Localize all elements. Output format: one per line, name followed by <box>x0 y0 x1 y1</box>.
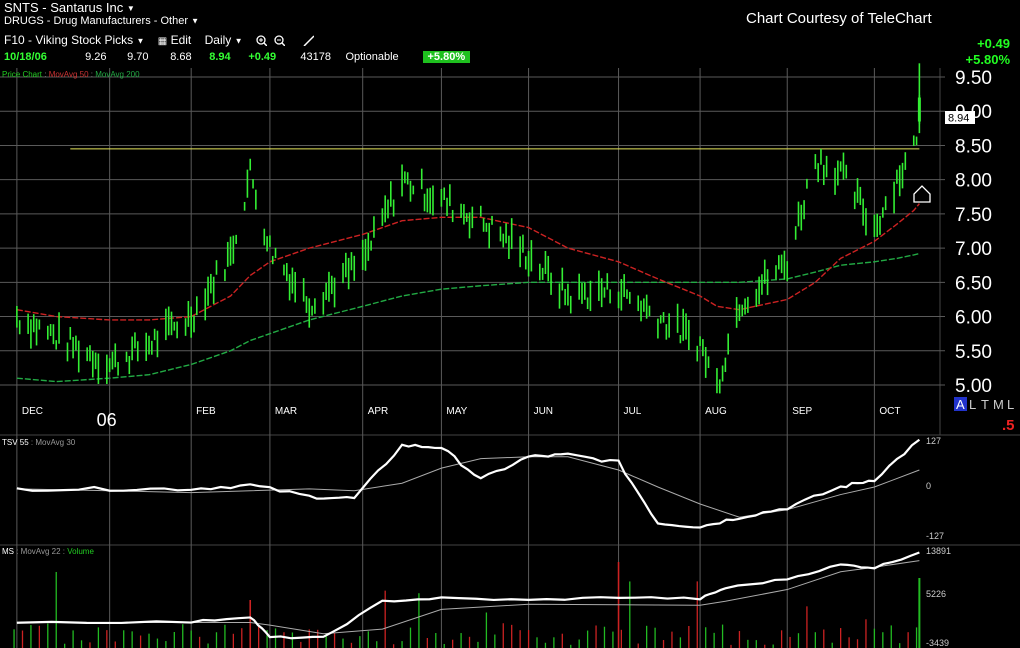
month-tick-label: FEB <box>196 406 216 417</box>
last-price-box <box>945 111 975 124</box>
ma50-line <box>16 203 920 321</box>
price-tick-label: 7.50 <box>955 205 992 226</box>
tsv-panel <box>16 438 921 529</box>
draw-tool-button[interactable] <box>303 33 314 47</box>
quote-date: 10/18/06 <box>4 51 47 63</box>
period-dropdown[interactable]: Daily ▼ <box>204 33 243 47</box>
month-tick-label: MAR <box>275 406 297 417</box>
month-tick-label: DEC <box>22 406 43 417</box>
price-tick-label: 8.00 <box>955 171 992 192</box>
scale-button-l2[interactable]: L <box>1007 397 1014 412</box>
axis-labels: DEC 06 FEB MAR APR MAY JUN JUL AUG SEP OCT <box>22 406 901 430</box>
quote-line: 10/18/06 9.26 9.70 8.68 8.94 +0.49 43178… <box>4 51 471 63</box>
scale-buttons: A L T M L .5 <box>954 397 1015 434</box>
chart-grid: 9.509.008.508.007.507.006.506.005.505.00 <box>0 68 1020 648</box>
price-tick-label: 9.50 <box>955 68 992 89</box>
scale-button-m[interactable]: M <box>993 397 1004 412</box>
zoom-in-button[interactable] <box>256 33 267 47</box>
ms-line <box>16 551 920 640</box>
optionable-label: Optionable <box>345 51 399 63</box>
chevron-down-icon: ▼ <box>136 36 145 46</box>
grid-icon: ▦ <box>157 36 168 47</box>
price-tick-label: 5.50 <box>955 342 992 363</box>
month-tick-label: APR <box>368 406 389 417</box>
tsv-line <box>16 438 921 529</box>
last-price-label: 8.94 <box>945 111 975 125</box>
tsv-legend: TSV 55 : MovAvg 30 <box>2 438 76 447</box>
up-arrow-marker-icon <box>913 185 931 203</box>
tsv-tick-bottom: -127 <box>926 531 944 541</box>
price-tick-label: 6.50 <box>955 273 992 294</box>
chart-header: SNTS - Santarus Inc ▼ DRUGS - Drug Manuf… <box>0 0 1020 68</box>
watchlist-dropdown[interactable]: F10 - Viking Stock Picks ▼ <box>4 33 145 47</box>
scale-button-a[interactable]: A <box>956 397 965 412</box>
toolbar: F10 - Viking Stock Picks ▼ ▦ Edit Daily … <box>4 33 324 47</box>
right-change: +0.49 <box>977 36 1010 51</box>
month-tick-label: 06 <box>97 410 117 430</box>
price-legend: Price Chart : MovAvg 50 : MovAvg 200 <box>2 70 140 79</box>
tsv-tick-top: 127 <box>926 436 941 446</box>
ms-tick-mid: 5226 <box>926 589 946 599</box>
zoom-in-icon <box>256 35 267 47</box>
ms-panel <box>13 551 921 648</box>
month-tick-label: OCT <box>879 406 900 417</box>
price-tick-label: 6.00 <box>955 308 992 329</box>
price-tick-label: 7.00 <box>955 239 992 260</box>
price-tick-label: 8.50 <box>955 136 992 157</box>
pencil-icon <box>303 35 314 47</box>
courtesy-text: Chart Courtesy of TeleChart <box>746 10 932 27</box>
quote-change: +0.49 <box>248 51 277 63</box>
zoom-out-button[interactable] <box>274 33 286 47</box>
month-tick-label: SEP <box>792 406 812 417</box>
ms-tick-bottom: -3439 <box>926 638 949 648</box>
scale-button-l[interactable]: L <box>969 397 976 412</box>
chevron-down-icon[interactable]: ▼ <box>126 4 135 14</box>
ma200-line <box>16 252 920 383</box>
tsv-ma-line <box>16 456 920 518</box>
industry-category: DRUGS - Drug Manufacturers - Other ▼ <box>4 15 199 27</box>
zoom-out-icon <box>274 35 286 47</box>
month-tick-label: JUN <box>534 406 553 417</box>
right-pct-change: +5.80% <box>965 52 1010 67</box>
quote-high: 9.70 <box>127 51 149 63</box>
symbol-title: SNTS - Santarus Inc ▼ <box>4 0 135 15</box>
scale-button-t[interactable]: T <box>981 397 989 412</box>
month-tick-label: JUL <box>624 406 642 417</box>
pct-change-badge: +5.80% <box>422 51 471 63</box>
month-tick-label: MAY <box>446 406 467 417</box>
price-panel <box>16 63 921 394</box>
scale-button-a-bg <box>954 397 967 411</box>
quote-volume: 43178 <box>300 51 331 63</box>
edit-button[interactable]: ▦ Edit <box>157 33 192 47</box>
chevron-down-icon: ▼ <box>234 36 243 46</box>
tsv-tick-zero: 0 <box>926 481 931 491</box>
month-tick-label: AUG <box>705 406 727 417</box>
quote-close: 8.94 <box>209 51 231 63</box>
quote-low: 8.68 <box>170 51 192 63</box>
ms-tick-top: 13891 <box>926 546 951 556</box>
last-price-text: 8.94 <box>948 113 969 125</box>
ms-legend: MS : MovAvg 22 : Volume <box>2 547 94 556</box>
ms-ma-line <box>16 560 920 635</box>
quote-open: 9.26 <box>85 51 107 63</box>
chevron-down-icon[interactable]: ▼ <box>191 16 199 26</box>
scale-value: .5 <box>1002 417 1015 434</box>
price-tick-label: 5.00 <box>955 376 992 397</box>
